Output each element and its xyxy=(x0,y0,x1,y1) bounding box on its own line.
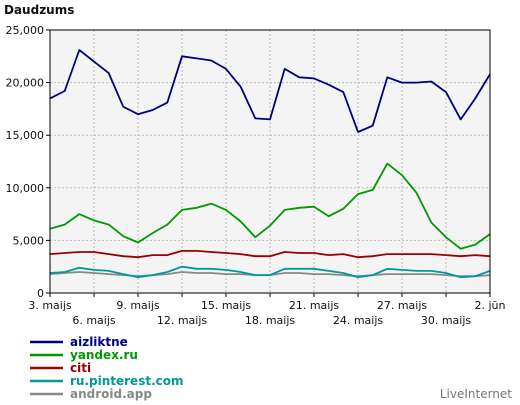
plot-frame xyxy=(49,29,491,294)
x-tick-label: 27. maijs xyxy=(377,299,428,312)
series-line-yandex-ru xyxy=(49,162,491,250)
y-tick-label: 15,000 xyxy=(6,129,45,142)
legend-label: citi xyxy=(70,361,91,375)
x-tick-label: 6. maijs xyxy=(72,314,116,327)
x-tick-label: 12. maijs xyxy=(157,314,208,327)
x-tick-label: 18. maijs xyxy=(245,314,296,327)
series-line-ru-pinterest-com xyxy=(49,265,491,279)
grid xyxy=(50,30,490,293)
legend: aizliktneyandex.rucitiru.pinterest.coman… xyxy=(30,335,184,401)
y-tick-label: 25,000 xyxy=(6,24,45,37)
x-tick-label: 15. maijs xyxy=(201,299,252,312)
brand-label: LiveInternet xyxy=(440,387,512,401)
y-tick-label: 5,000 xyxy=(13,234,45,247)
y-axis: 0 5,000 10,000 15,000 20,000 25,000 xyxy=(6,24,50,300)
x-tick-label: 21. maijs xyxy=(289,299,340,312)
y-tick-label: 10,000 xyxy=(6,182,45,195)
x-tick-label: 3. maijs xyxy=(28,299,72,312)
x-tick-label: 9. maijs xyxy=(116,299,160,312)
legend-label: yandex.ru xyxy=(70,348,138,362)
legend-label: aizliktne xyxy=(70,335,128,349)
series-line-citi xyxy=(49,249,491,259)
y-tick-label: 20,000 xyxy=(6,77,45,90)
series-lines xyxy=(49,49,491,279)
x-tick-label: 30. maijs xyxy=(421,314,472,327)
legend-label: ru.pinterest.com xyxy=(70,374,184,388)
y-tick-label: 0 xyxy=(37,287,44,300)
x-tick-label: 24. maijs xyxy=(333,314,384,327)
legend-label: android.app xyxy=(70,387,152,401)
y-axis-label: Daudzums xyxy=(4,3,74,17)
plot-area xyxy=(50,30,490,293)
series-line-aizliktne xyxy=(49,49,491,133)
x-tick-label: 2. jūn xyxy=(475,299,506,312)
